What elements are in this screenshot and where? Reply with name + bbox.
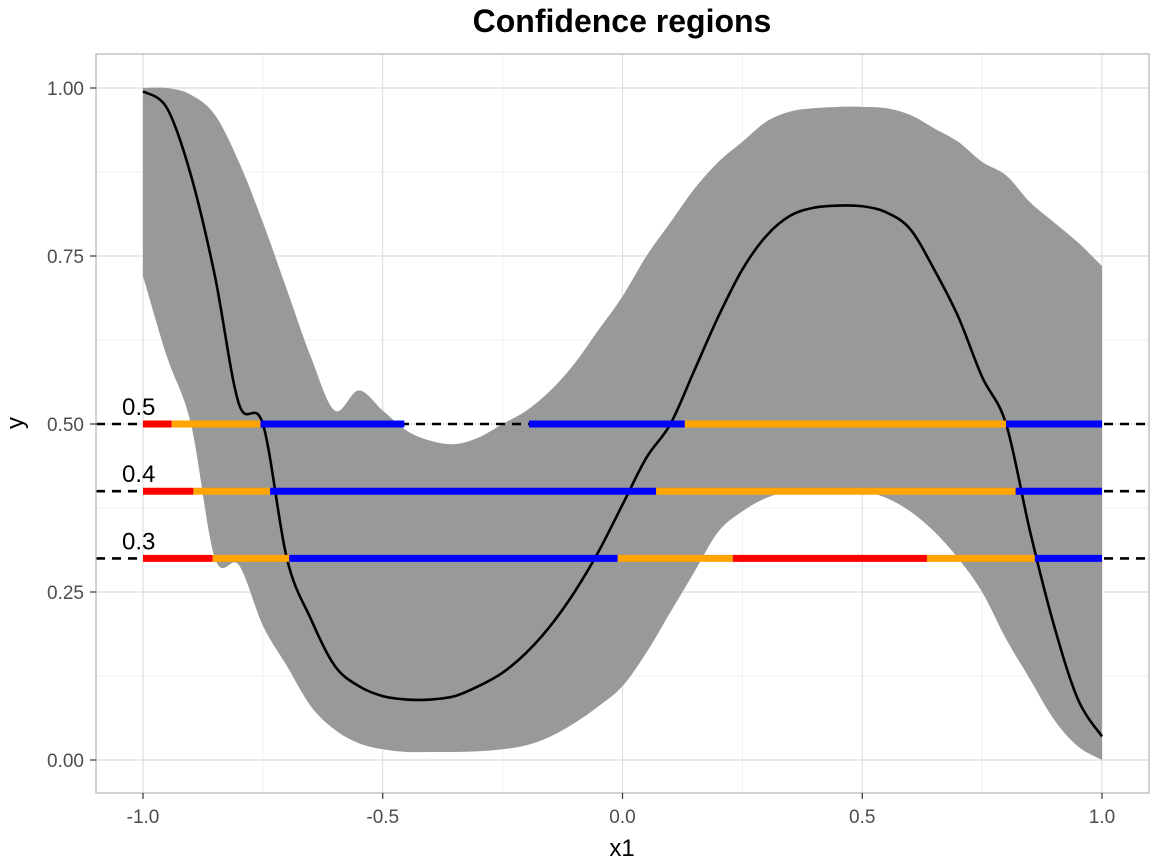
- y-axis-ticks: 0.00 0.25 0.50 0.75 1.00: [47, 79, 96, 772]
- y-axis-title: y: [2, 417, 29, 429]
- x-tick-label: 1.0: [1089, 807, 1115, 828]
- y-tick-label: 0.00: [47, 751, 84, 772]
- x-axis-ticks: -1.0 -0.5 0.0 0.5 1.0: [127, 793, 1115, 828]
- level-label: 0.3: [122, 528, 155, 555]
- y-tick-label: 1.00: [47, 79, 84, 100]
- x-tick-label: 0.0: [609, 807, 635, 828]
- chart-title: Confidence regions: [473, 3, 772, 39]
- mean-curve: [142, 90, 1104, 738]
- level-label: 0.5: [122, 394, 155, 421]
- x-tick-label: -1.0: [127, 807, 160, 828]
- level-lines-layer: 0.5 0.4 0.3: [96, 394, 1149, 562]
- level-label: 0.4: [122, 461, 155, 488]
- x-axis-title: x1: [609, 835, 634, 862]
- y-tick-label: 0.25: [47, 583, 84, 604]
- mean-curve-layer: [142, 90, 1104, 738]
- y-tick-label: 0.50: [47, 415, 84, 436]
- y-tick-label: 0.75: [47, 247, 84, 268]
- x-tick-label: 0.5: [849, 807, 875, 828]
- x-tick-label: -0.5: [366, 807, 399, 828]
